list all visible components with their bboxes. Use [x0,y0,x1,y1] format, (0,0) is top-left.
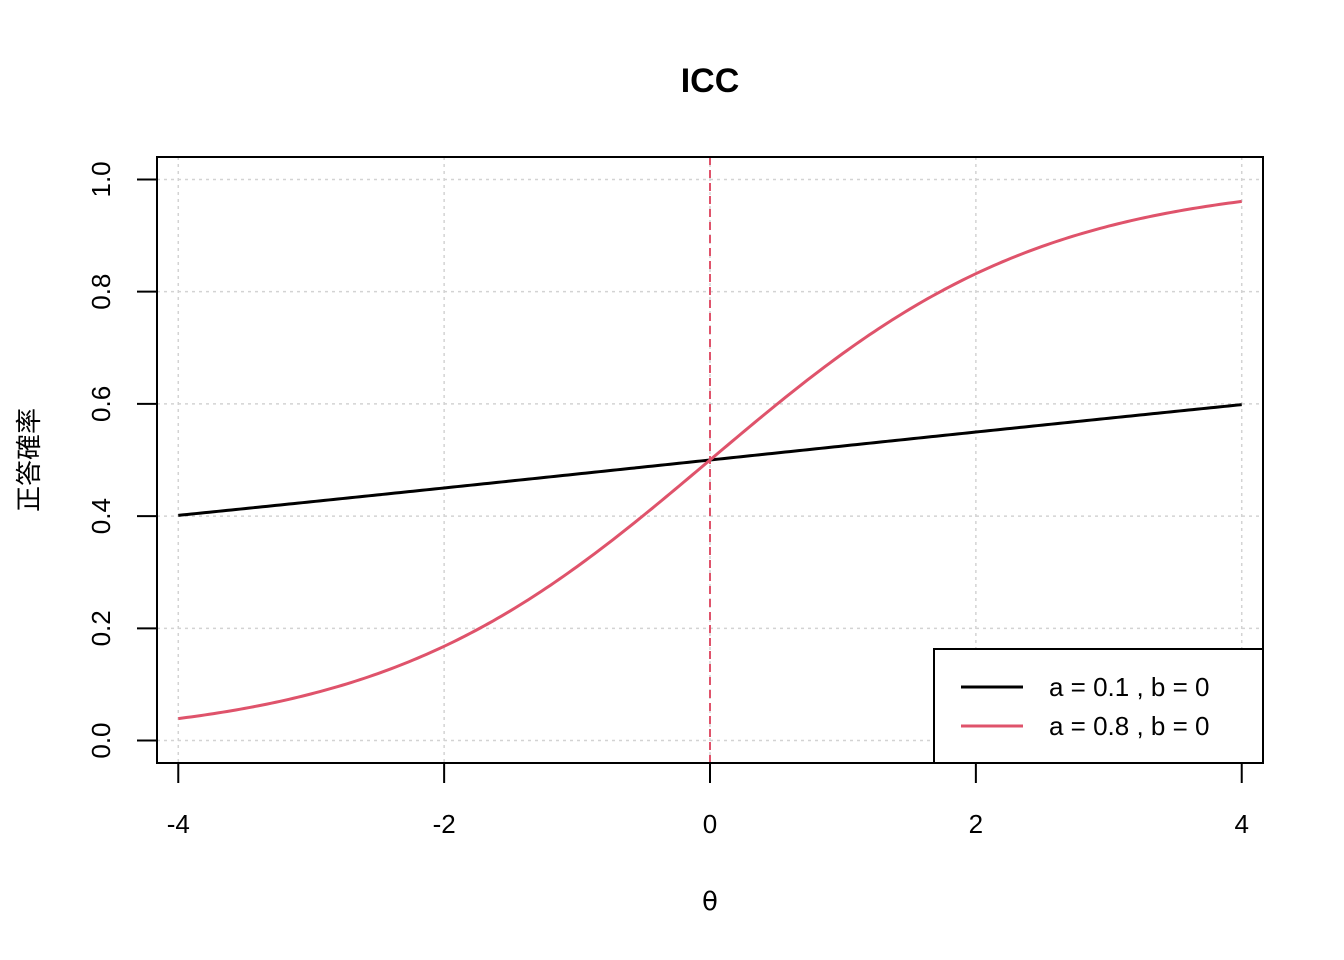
legend-label-2: a = 0.8 , b = 0 [1049,711,1209,741]
y-axis-label: 正答確率 [15,408,45,512]
chart-title: ICC [681,62,740,100]
x-axis: -4 -2 0 2 4 [167,762,1249,839]
y-tick-label: 0.6 [86,386,116,422]
x-tick-label: 4 [1234,809,1248,839]
x-tick-label: -4 [167,809,190,839]
series-line-2 [178,199,1242,721]
y-tick-label: 0.2 [86,610,116,646]
x-tick-label: 0 [703,809,717,839]
legend-box [933,648,1264,764]
y-axis: 0.0 0.2 0.4 0.6 0.8 1.0 [86,161,158,759]
y-tick-label: 1.0 [86,161,116,197]
x-tick-label: 2 [969,809,983,839]
y-tick-label: 0.4 [86,498,116,534]
series-layer [178,199,1242,721]
y-tick-label: 0.8 [86,274,116,310]
y-tick-label: 0.0 [86,722,116,758]
legend-label-1: a = 0.1 , b = 0 [1049,672,1209,702]
x-tick-label: -2 [433,809,456,839]
legend: a = 0.1 , b = 0 a = 0.8 , b = 0 [933,648,1264,764]
x-axis-label: θ [702,887,718,917]
